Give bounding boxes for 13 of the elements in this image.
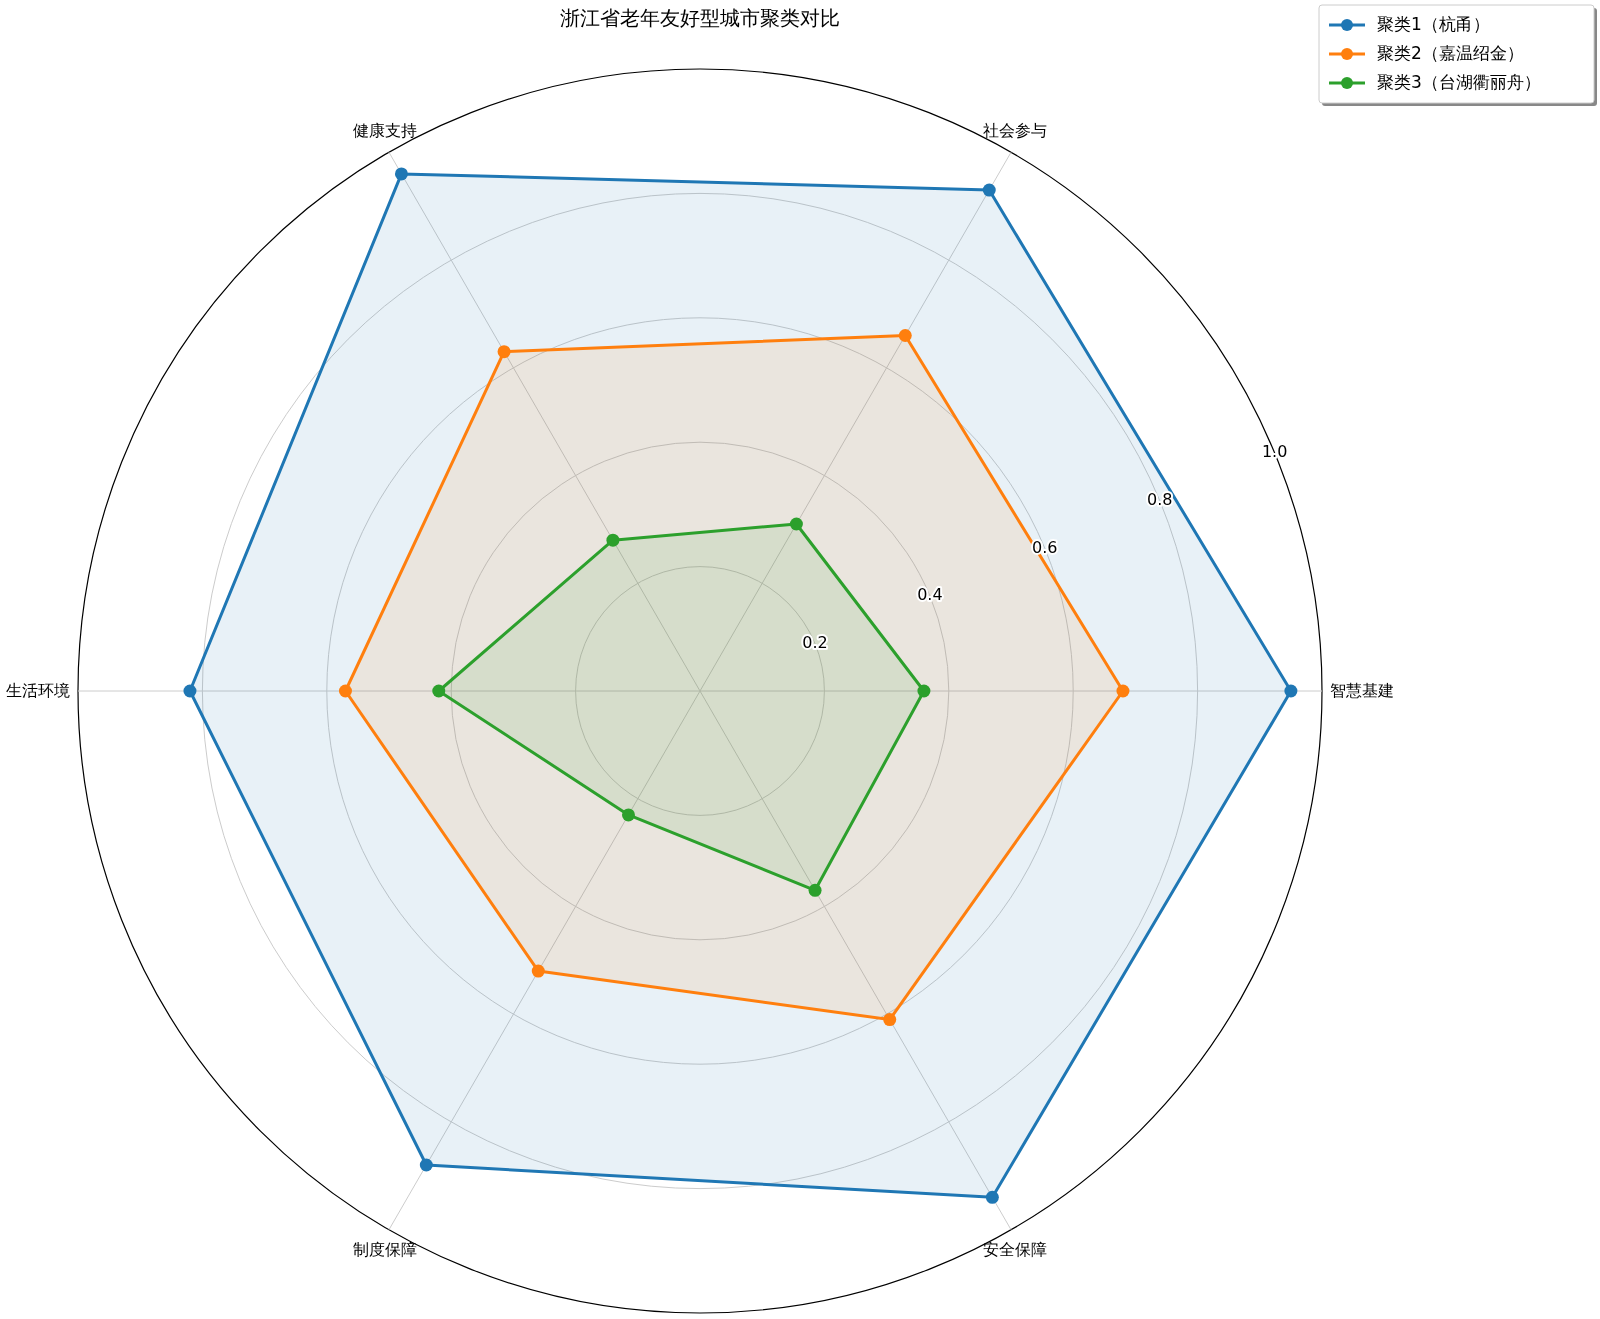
y-tick-label: 0.2 xyxy=(802,632,828,652)
y-tick-label: 0.8 xyxy=(1147,490,1173,510)
spoke-label: 制度保障 xyxy=(353,1239,417,1259)
spoke-label: 智慧基建 xyxy=(1330,680,1394,700)
spoke-label: 社会参与 xyxy=(983,121,1047,141)
spoke-label: 安全保障 xyxy=(983,1239,1047,1259)
legend-label: 聚类1（杭甬） xyxy=(1377,14,1490,34)
spoke-label: 健康支持 xyxy=(353,121,417,141)
legend-label: 聚类3（台湖衢丽舟） xyxy=(1377,72,1541,92)
chart-title: 浙江省老年友好型城市聚类对比 xyxy=(560,6,840,30)
legend-label: 聚类2（嘉温绍金） xyxy=(1377,43,1524,63)
spoke-label: 生活环境 xyxy=(6,680,70,700)
y-tick-label: 0.4 xyxy=(917,585,943,605)
